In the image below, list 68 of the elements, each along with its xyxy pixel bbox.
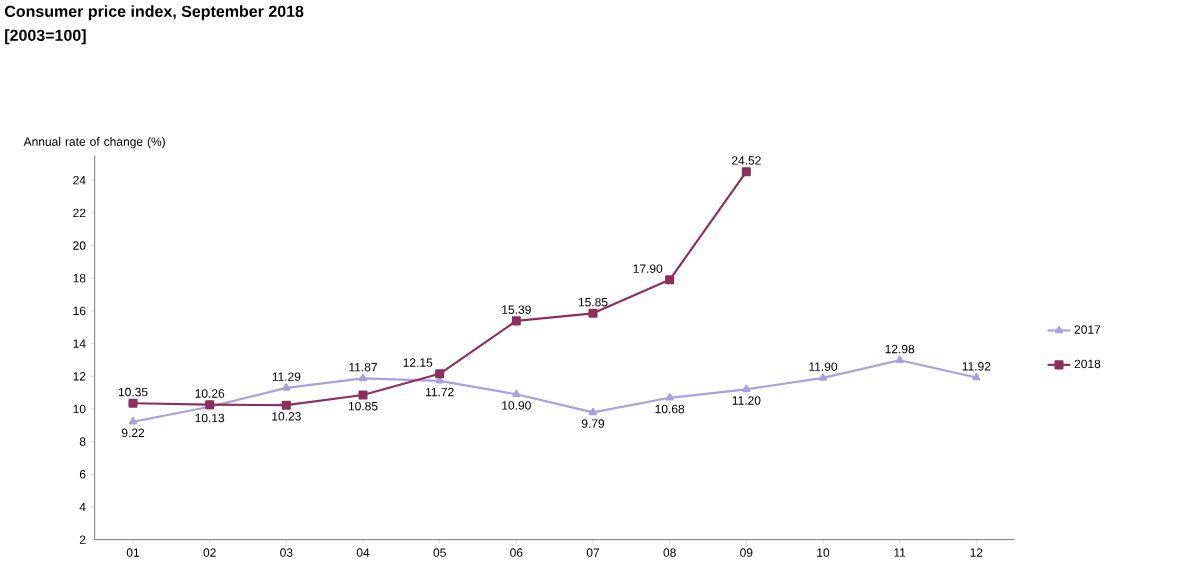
data-label: 10.85 [348,401,378,411]
data-label: 24.52 [731,156,761,165]
x-tick-label: 10 [817,548,830,557]
data-label: 12.98 [885,344,915,354]
point [358,373,368,382]
point [128,417,138,425]
x-tick-label: 12 [970,548,983,557]
point [742,384,751,393]
y-tick-label: 6 [79,470,86,479]
data-label: 11.90 [809,362,838,371]
x-tick-label: 06 [510,548,523,557]
chart-subtitle: [2003=100] [5,29,86,45]
data-label: 11.87 [349,362,377,372]
y-tick-label: 22 [73,208,86,218]
data-label: 9.22 [121,428,145,438]
point [741,167,751,177]
x-tick-label: 09 [740,548,753,557]
legend-label: 2017 [1074,325,1101,334]
y-tick-label: 24 [73,175,86,185]
data-label: 10.90 [502,401,531,410]
point [818,373,828,381]
y-tick-label: 10 [73,404,86,414]
data-label: 12.15 [403,358,433,367]
y-tick-label: 8 [79,437,86,446]
data-label: 10.68 [655,404,685,414]
point [128,398,138,408]
point [588,407,598,416]
y-tick-label: 20 [73,241,86,250]
data-label: 17.90 [633,264,663,273]
data-label: 15.39 [502,305,531,314]
y-tick-label: 18 [73,273,86,283]
data-label: 10.13 [195,413,225,423]
chart-title: Consumer price index, September 2018 [4,5,304,21]
point [282,383,291,391]
data-label: 10.35 [118,387,148,397]
point [512,389,521,398]
x-tick-label: 03 [280,548,293,557]
point [435,369,445,379]
data-label: 10.26 [195,389,225,398]
legend-label: 2018 [1074,359,1101,369]
y-axis-title: Annual rate of change (%) [23,137,165,149]
x-tick-label: 01 [126,548,140,557]
point [511,316,521,326]
data-label: 10.23 [272,412,301,421]
x-tick-label: 04 [356,548,370,557]
y-tick-label: 12 [73,372,86,381]
y-tick-label: 4 [79,502,86,512]
point [588,308,598,318]
data-label: 9.79 [581,419,605,428]
point [972,373,981,381]
x-tick-label: 05 [433,548,446,557]
point [895,355,904,364]
data-label: 11.72 [426,387,454,397]
data-label: 11.29 [272,372,301,381]
x-tick-label: 11 [894,548,906,557]
data-label: 11.20 [732,396,761,405]
x-tick-label: 08 [663,548,676,557]
data-label: 11.92 [962,362,991,371]
point [665,275,675,285]
y-tick-label: 14 [73,339,86,348]
data-label: 15.85 [578,297,608,307]
point [281,400,291,410]
x-tick-label: 07 [586,548,600,557]
y-tick-label: 2 [79,535,86,544]
x-tick-label: 02 [203,548,216,557]
point [358,390,368,400]
y-tick-label: 16 [73,306,86,316]
point [665,393,674,401]
